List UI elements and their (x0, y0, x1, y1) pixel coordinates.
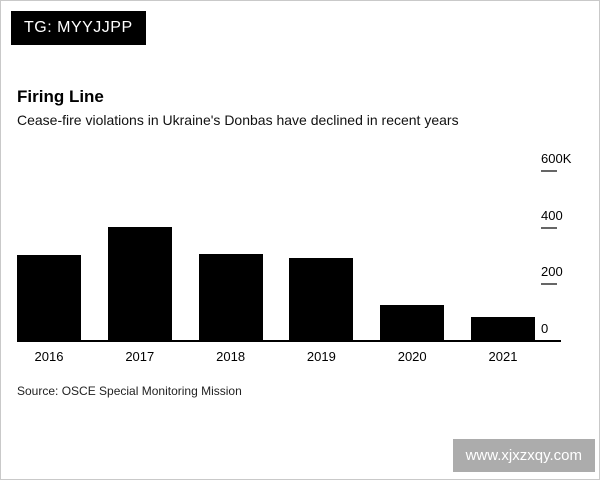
y-tick-label: 200 (541, 264, 563, 279)
bars (17, 227, 535, 340)
source-line: Source: OSCE Special Monitoring Mission (17, 384, 242, 398)
chart-subtitle: Cease-fire violations in Ukraine's Donba… (17, 112, 459, 128)
x-tick-label-2017: 2017 (125, 349, 155, 364)
x-tick-label-2016: 2016 (34, 349, 64, 364)
bar-2016 (17, 255, 81, 340)
y-tick-label: 0 (541, 321, 549, 336)
y-tick-label: 400 (541, 208, 563, 223)
x-tick-label-2020: 2020 (397, 349, 427, 364)
y-tick-line (541, 227, 557, 229)
tag-label: TG: MYYJJPP (24, 19, 133, 36)
chart-title: Firing Line (17, 87, 104, 106)
y-tick-200: 200 (541, 264, 563, 285)
bar-2019 (289, 258, 354, 340)
x-labels: 2016 2017 2018 2019 2020 2021 (17, 349, 535, 364)
tag-box: TG: MYYJJPP (11, 11, 146, 45)
watermark-text: www.xjxzxqy.com (465, 447, 582, 464)
bar-chart: 0 200 400 600K 2016 2017 2018 2019 2020 2021 (17, 151, 579, 383)
y-tick-0: 0 (541, 321, 557, 342)
y-tick-label: 600K (541, 151, 572, 166)
x-tick-label-2019: 2019 (306, 349, 336, 364)
x-tick-label-2021: 2021 (488, 349, 518, 364)
x-axis-line (17, 340, 561, 342)
bar-2021 (470, 317, 535, 340)
bar-2020 (380, 305, 445, 340)
y-tick-400: 400 (541, 208, 563, 229)
plot-area: 0 200 400 600K (17, 151, 579, 342)
y-tick-600K: 600K (541, 151, 571, 172)
bar-2018 (198, 254, 263, 340)
bar-2017 (107, 227, 172, 340)
x-tick-label-2018: 2018 (216, 349, 246, 364)
watermark: www.xjxzxqy.com (452, 439, 595, 472)
y-tick-line (541, 170, 557, 172)
y-tick-line (541, 283, 557, 285)
